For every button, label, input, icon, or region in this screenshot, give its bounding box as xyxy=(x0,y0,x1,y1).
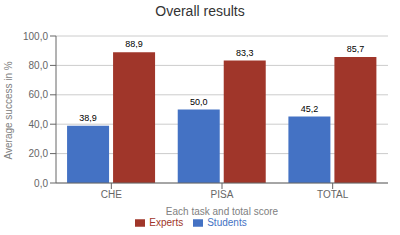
html-text:Experts: Experts xyxy=(149,217,184,228)
svg-text:Each task and total score: Each task and total score xyxy=(166,206,279,217)
svg-text:45,2: 45,2 xyxy=(301,104,319,114)
svg-text:50,0: 50,0 xyxy=(190,97,208,107)
svg-text:38,9: 38,9 xyxy=(79,113,97,123)
svg-text:40,0: 40,0 xyxy=(29,119,49,130)
svg-text:80,0: 80,0 xyxy=(29,60,49,71)
svg-text:85,7: 85,7 xyxy=(347,44,365,54)
html-text:Students: Students xyxy=(207,217,247,228)
svg-text:88,9: 88,9 xyxy=(125,39,143,49)
svg-text:Average success in %: Average success in % xyxy=(8,61,14,159)
svg-text:PISA: PISA xyxy=(211,189,234,200)
html-text:Overall results: Overall results xyxy=(155,3,245,19)
svg-text:60,0: 60,0 xyxy=(29,89,49,100)
svg-text:100,0: 100,0 xyxy=(23,31,48,42)
svg-text:0,0: 0,0 xyxy=(34,178,48,189)
svg-text:TOTAL: TOTAL xyxy=(317,189,349,200)
svg-text:83,3: 83,3 xyxy=(236,48,254,58)
svg-text:20,0: 20,0 xyxy=(29,148,49,159)
svg-text:CHE: CHE xyxy=(101,189,122,200)
